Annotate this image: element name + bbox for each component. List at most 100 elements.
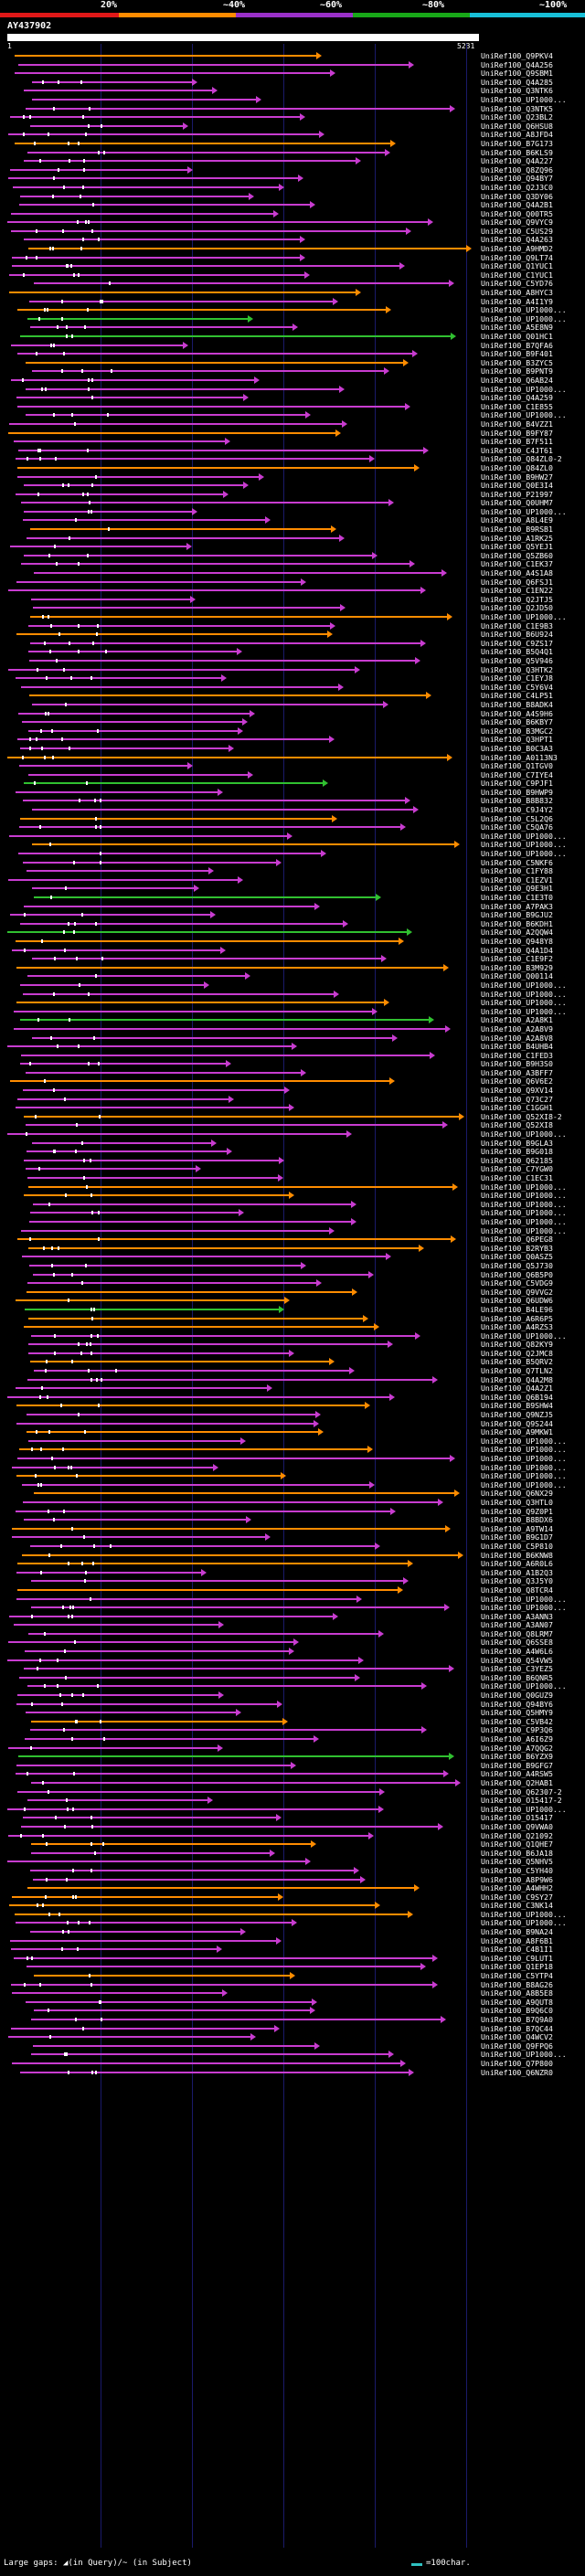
table-row[interactable]: UniRef100_C1GGH1 bbox=[0, 1103, 585, 1112]
hit-id-link[interactable]: UniRef100_Q9VVG2 bbox=[481, 1287, 553, 1297]
hit-id-link[interactable]: UniRef100_B6QNR5 bbox=[481, 1672, 553, 1682]
hit-id-link[interactable]: UniRef100_B9GLA3 bbox=[481, 1138, 553, 1148]
hit-id-link[interactable]: UniRef100_Q7P800 bbox=[481, 2058, 553, 2068]
hit-id-link[interactable]: UniRef100_UP1000... bbox=[481, 1199, 567, 1209]
hit-id-link[interactable]: UniRef100_C1YUC1 bbox=[481, 270, 553, 280]
table-row[interactable]: UniRef100_A1RK25 bbox=[0, 534, 585, 543]
hit-id-link[interactable]: UniRef100_UP1000... bbox=[481, 1603, 567, 1613]
table-row[interactable]: UniRef100_UP1000... bbox=[0, 2050, 585, 2059]
table-row[interactable]: UniRef100_Q01HC1 bbox=[0, 332, 585, 341]
hit-id-link[interactable]: UniRef100_B8B832 bbox=[481, 796, 553, 806]
table-row[interactable]: UniRef100_UP1000... bbox=[0, 1436, 585, 1446]
table-row[interactable]: UniRef100_Q5YEJ1 bbox=[0, 542, 585, 551]
table-row[interactable]: UniRef100_C1EZV1 bbox=[0, 875, 585, 885]
table-row[interactable]: UniRef100_UP1000... bbox=[0, 1208, 585, 1217]
hit-id-link[interactable]: UniRef100_A4W6L6 bbox=[481, 1647, 553, 1657]
hit-id-link[interactable]: UniRef100_B3M929 bbox=[481, 962, 553, 972]
table-row[interactable]: UniRef100_A8F6B1 bbox=[0, 1936, 585, 1945]
table-row[interactable]: UniRef100_C3NK14 bbox=[0, 1901, 585, 1910]
table-row[interactable]: UniRef100_Q94BY7 bbox=[0, 174, 585, 183]
table-row[interactable]: UniRef100_Q7TLN2 bbox=[0, 1366, 585, 1375]
table-row[interactable]: UniRef100_Q9E3H1 bbox=[0, 884, 585, 893]
table-row[interactable]: UniRef100_B7F511 bbox=[0, 437, 585, 446]
table-row[interactable]: UniRef100_C1EC31 bbox=[0, 1173, 585, 1182]
table-row[interactable]: UniRef100_Q62185 bbox=[0, 1156, 585, 1165]
hit-id-link[interactable]: UniRef100_A9HMD2 bbox=[481, 244, 553, 254]
hit-id-link[interactable]: UniRef100_Q9LT74 bbox=[481, 252, 553, 262]
table-row[interactable]: UniRef100_UP1000... bbox=[0, 1191, 585, 1200]
hit-id-link[interactable]: UniRef100_B8BDX6 bbox=[481, 1515, 553, 1525]
table-row[interactable]: UniRef100_Q0UHM7 bbox=[0, 498, 585, 507]
hit-id-link[interactable]: UniRef100_B4LE96 bbox=[481, 1304, 553, 1314]
hit-id-link[interactable]: UniRef100_UP1000... bbox=[481, 506, 567, 516]
table-row[interactable]: UniRef100_UP1000... bbox=[0, 849, 585, 858]
hit-id-link[interactable]: UniRef100_Q0E3I4 bbox=[481, 481, 553, 491]
hit-id-link[interactable]: UniRef100_C1EN22 bbox=[481, 586, 553, 596]
hit-id-link[interactable]: UniRef100_B9HW27 bbox=[481, 472, 553, 482]
table-row[interactable]: UniRef100_Q3J5Y0 bbox=[0, 1576, 585, 1585]
hit-id-link[interactable]: UniRef100_Q2JD50 bbox=[481, 603, 553, 613]
hit-id-link[interactable]: UniRef100_C7YGW0 bbox=[481, 1164, 553, 1174]
table-row[interactable]: UniRef100_B6KDH1 bbox=[0, 919, 585, 928]
hit-id-link[interactable]: UniRef100_C3NK14 bbox=[481, 1901, 553, 1911]
hit-id-link[interactable]: UniRef100_A8P9W6 bbox=[481, 1874, 553, 1884]
table-row[interactable]: UniRef100_UP1000... bbox=[0, 1918, 585, 1927]
table-row[interactable]: UniRef100_Q948Y8 bbox=[0, 937, 585, 946]
table-row[interactable]: UniRef100_Q9NZJ5 bbox=[0, 1410, 585, 1419]
table-row[interactable]: UniRef100_Q2JTJ5 bbox=[0, 595, 585, 604]
table-row[interactable]: UniRef100_UP1000... bbox=[0, 840, 585, 849]
table-row[interactable]: UniRef100_Q3HTK2 bbox=[0, 665, 585, 674]
hit-id-link[interactable]: UniRef100_A3AN07 bbox=[481, 1620, 553, 1630]
table-row[interactable]: UniRef100_UP1000... bbox=[0, 1595, 585, 1604]
hit-id-link[interactable]: UniRef100_Q9PKV4 bbox=[481, 51, 553, 60]
table-row[interactable]: UniRef100_Q9Z0P1 bbox=[0, 1507, 585, 1516]
table-row[interactable]: UniRef100_B4UHB4 bbox=[0, 1042, 585, 1051]
hit-id-link[interactable]: UniRef100_UP1000... bbox=[481, 313, 567, 323]
hit-id-link[interactable]: UniRef100_A9TW14 bbox=[481, 1523, 553, 1533]
table-row[interactable]: UniRef100_UP1000... bbox=[0, 981, 585, 990]
table-row[interactable]: UniRef100_C5YD76 bbox=[0, 279, 585, 288]
table-row[interactable]: UniRef100_Q00114 bbox=[0, 971, 585, 981]
table-row[interactable]: UniRef100_Q8TCR4 bbox=[0, 1585, 585, 1595]
table-row[interactable]: UniRef100_A8B5E8 bbox=[0, 1988, 585, 1998]
hit-id-link[interactable]: UniRef100_UP1000... bbox=[481, 840, 567, 850]
table-row[interactable]: UniRef100_UP1000... bbox=[0, 385, 585, 394]
table-row[interactable]: UniRef100_UP1000... bbox=[0, 410, 585, 419]
hit-id-link[interactable]: UniRef100_A4S1A8 bbox=[481, 568, 553, 578]
hit-id-link[interactable]: UniRef100_Q3HPT1 bbox=[481, 735, 553, 745]
table-row[interactable]: UniRef100_C4JT61 bbox=[0, 446, 585, 455]
hit-id-link[interactable]: UniRef100_B7QFA6 bbox=[481, 340, 553, 350]
hit-id-link[interactable]: UniRef100_Q4A256 bbox=[481, 59, 553, 69]
table-row[interactable]: UniRef100_Q6SSE8 bbox=[0, 1638, 585, 1647]
hit-id-link[interactable]: UniRef100_Q0GUZ9 bbox=[481, 1691, 553, 1701]
table-row[interactable]: UniRef100_Q84ZL0-2 bbox=[0, 454, 585, 463]
hit-id-link[interactable]: UniRef100_B5QRV2 bbox=[481, 1357, 553, 1367]
hit-id-link[interactable]: UniRef100_Q948Y8 bbox=[481, 936, 553, 946]
hit-id-link[interactable]: UniRef100_C4JT61 bbox=[481, 445, 553, 455]
table-row[interactable]: UniRef100_Q0E3I4 bbox=[0, 481, 585, 490]
table-row[interactable]: UniRef100_Q4WCV2 bbox=[0, 2032, 585, 2041]
table-row[interactable]: UniRef100_C5NKF6 bbox=[0, 858, 585, 867]
table-row[interactable]: UniRef100_UP1000... bbox=[0, 1129, 585, 1139]
hit-id-link[interactable]: UniRef100_Q2JTJ5 bbox=[481, 594, 553, 604]
hit-id-link[interactable]: UniRef100_UP1000... bbox=[481, 1454, 567, 1463]
hit-id-link[interactable]: UniRef100_B9RSB1 bbox=[481, 525, 553, 535]
hit-id-link[interactable]: UniRef100_Q4A2Z1 bbox=[481, 1383, 553, 1394]
table-row[interactable]: UniRef100_B9PNT9 bbox=[0, 366, 585, 376]
hit-id-link[interactable]: UniRef100_A2A8V9 bbox=[481, 1023, 553, 1034]
table-row[interactable]: UniRef100_A9MKW1 bbox=[0, 1427, 585, 1436]
hit-id-link[interactable]: UniRef100_B6KDH1 bbox=[481, 918, 553, 928]
hit-id-link[interactable]: UniRef100_Q9Z0P1 bbox=[481, 1506, 553, 1516]
hit-id-link[interactable]: UniRef100_A4I1Y9 bbox=[481, 296, 553, 306]
table-row[interactable]: UniRef100_UP1000... bbox=[0, 314, 585, 323]
hit-id-link[interactable]: UniRef100_Q21092 bbox=[481, 1830, 553, 1840]
hit-id-link[interactable]: UniRef100_A8JFD4 bbox=[481, 130, 553, 140]
hit-id-link[interactable]: UniRef100_A3BFF7 bbox=[481, 1067, 553, 1077]
hit-id-link[interactable]: UniRef100_A9QUT8 bbox=[481, 1997, 553, 2007]
hit-id-link[interactable]: UniRef100_B5Q4Q1 bbox=[481, 647, 553, 657]
table-row[interactable]: UniRef100_Q9VYC9 bbox=[0, 217, 585, 227]
hit-id-link[interactable]: UniRef100_Q94BY6 bbox=[481, 1699, 553, 1709]
hit-id-link[interactable]: UniRef100_UP1000... bbox=[481, 1445, 567, 1455]
hit-id-link[interactable]: UniRef100_UP1000... bbox=[481, 305, 567, 315]
table-row[interactable]: UniRef100_B5Q4Q1 bbox=[0, 647, 585, 656]
